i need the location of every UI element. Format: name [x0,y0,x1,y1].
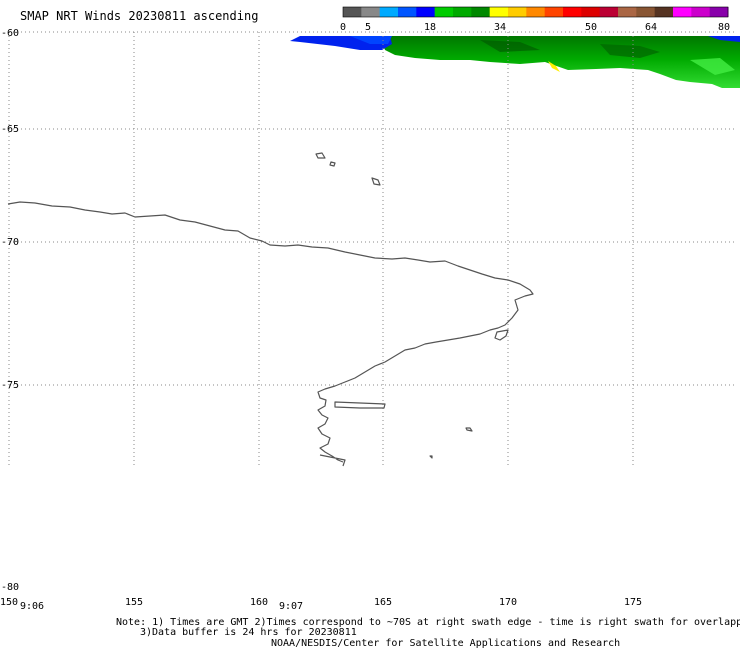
colorbar-tick-0: 0 [340,22,346,33]
colorbar-tick-34: 34 [494,22,506,33]
colorbar-tick-18: 18 [424,22,436,33]
wind-speed-colorbar [342,6,729,18]
note-line-1: Note: 1) Times are GMT 2)Times correspon… [116,617,740,628]
colorbar-segment [398,7,417,17]
colorbar-tick-5: 5 [365,22,371,33]
colorbar-segment [379,7,399,17]
lat-label-60: -60 [1,28,19,39]
lon-label-150: 150 [0,597,18,608]
colorbar-segment [581,7,601,17]
colorbar-segment [453,7,472,17]
colorbar-segment [471,7,491,17]
colorbar-segment [361,7,381,17]
longitude-labels: 150 155 160 165 170 175 [0,597,642,608]
note-line-3: NOAA/NESDIS/Center for Satellite Applica… [271,638,620,649]
footer-notes: Note: 1) Times are GMT 2)Times correspon… [116,617,740,649]
note-line-2: 3)Data buffer is 24 hrs for 20230811 [140,627,357,638]
colorbar-segment [654,7,674,17]
colorbar-segment [636,7,656,17]
lon-label-155: 155 [125,597,143,608]
lon-label-170: 170 [499,597,517,608]
colorbar-segment [508,7,527,17]
colorbar-segment [709,7,729,17]
wind-swath [290,36,740,88]
lat-label-80: -80 [1,582,19,593]
swath-times: 9:06 9:07 [20,601,303,612]
lat-label-70: -70 [1,237,19,248]
latitude-labels: -60 -65 -70 -75 -80 [1,28,19,593]
colorbar-segment [526,7,546,17]
colorbar-segment [691,7,711,17]
colorbar-segment [489,7,509,17]
colorbar-tick-50: 50 [585,22,597,33]
colorbar-segment [599,7,619,17]
colorbar-tick-64: 64 [645,22,657,33]
lat-label-65: -65 [1,124,19,135]
antarctic-coastline [7,152,534,467]
colorbar-segment [618,7,637,17]
lat-label-75: -75 [1,380,19,391]
colorbar-tick-labels: 0 5 18 34 50 64 80 [340,22,730,33]
colorbar-segment [416,7,436,17]
swath-time-2: 9:07 [279,601,303,612]
swath-time-1: 9:06 [20,601,44,612]
lon-label-175: 175 [624,597,642,608]
colorbar-segment [544,7,564,17]
graticule [8,31,735,465]
map-title: SMAP NRT Winds 20230811 ascending [20,9,259,23]
colorbar-segment [563,7,582,17]
colorbar-segment [434,7,454,17]
colorbar-segment [343,7,362,17]
lon-label-160: 160 [250,597,268,608]
colorbar-segment [673,7,692,17]
lon-label-165: 165 [374,597,392,608]
colorbar-tick-80: 80 [718,22,730,33]
